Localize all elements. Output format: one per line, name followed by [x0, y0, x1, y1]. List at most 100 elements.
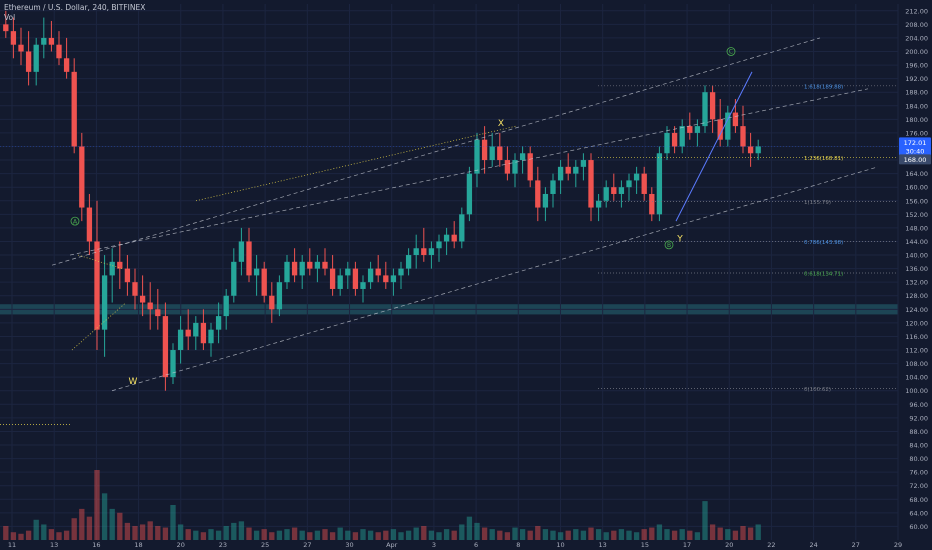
x-tick-label: 29 — [894, 541, 902, 549]
volume-bar — [33, 519, 39, 540]
y-tick-label: 104.00 — [905, 374, 928, 382]
x-tick-label: 23 — [219, 541, 227, 549]
candle-body — [542, 193, 549, 208]
y-tick-label: 116.00 — [905, 333, 928, 341]
wave-label-B: B — [667, 242, 671, 249]
candle-body — [193, 322, 199, 337]
volume-bar — [671, 530, 678, 540]
candle-body — [649, 193, 655, 215]
x-tick-label: 10 — [556, 541, 564, 549]
y-tick-label: 76.00 — [909, 469, 928, 477]
candle-body — [269, 295, 275, 310]
x-tick-label: Apr — [386, 541, 398, 549]
candle-body — [421, 248, 427, 256]
candle-body — [398, 268, 404, 276]
candle-body — [25, 51, 32, 72]
volume-bar — [565, 530, 571, 540]
fib-level-label: 0.618(134.71) — [804, 271, 843, 277]
x-tick-label: 13 — [599, 541, 607, 549]
volume-bar — [155, 526, 161, 540]
x-tick-label: 3 — [432, 541, 436, 549]
candle-body — [101, 275, 108, 330]
volume-bar — [56, 532, 62, 540]
candle-body — [550, 180, 556, 194]
volume-bar — [367, 530, 374, 540]
volume-bar — [489, 529, 495, 540]
candle-body — [611, 187, 617, 194]
x-tick-label: 11 — [8, 541, 16, 549]
volume-bar — [436, 532, 442, 540]
volume-bar — [215, 530, 222, 540]
candle-body — [702, 92, 708, 127]
candle-body — [489, 146, 495, 161]
symbol-title[interactable]: Ethereum / U.S. Dollar, 240, BITFINEX — [4, 3, 146, 12]
volume-bar — [755, 524, 761, 540]
volume-bar — [550, 530, 556, 540]
candle-body — [443, 234, 450, 242]
wave-circle-A — [70, 216, 80, 226]
fib-level-label: 1.618(189.88) — [804, 84, 843, 90]
volume-bar — [557, 532, 564, 540]
y-tick-label: 108.00 — [905, 360, 928, 368]
volume-bar — [451, 530, 457, 540]
volume-bar — [740, 526, 746, 540]
y-tick-label: 164.00 — [905, 170, 928, 178]
wave-label-X: X — [498, 119, 504, 129]
y-tick-label: 148.00 — [905, 224, 928, 232]
volume-bar — [231, 522, 237, 540]
fib-level-label: 0(100.62) — [804, 387, 831, 393]
candle-body — [56, 44, 62, 59]
y-tick-label: 80.00 — [909, 455, 928, 463]
x-tick-label: 17 — [683, 541, 691, 549]
volume-bar — [314, 530, 321, 540]
candle-body — [276, 282, 283, 310]
x-tick-label: 18 — [134, 541, 142, 549]
volume-bar — [443, 529, 450, 540]
candle-body — [694, 126, 701, 133]
candle-body — [200, 322, 207, 344]
candle-body — [626, 180, 632, 188]
candle-body — [732, 112, 739, 127]
y-tick-label: 128.00 — [905, 292, 928, 300]
volume-bar — [375, 532, 381, 540]
candle-body — [124, 268, 131, 283]
candle-body — [527, 153, 533, 181]
volume-bar — [603, 532, 609, 540]
candle-body — [284, 261, 290, 283]
candle-body — [10, 31, 17, 45]
volume-bar — [694, 532, 701, 540]
volume-bar — [41, 524, 47, 540]
volume-bar — [284, 529, 290, 540]
volume-bar — [633, 532, 640, 540]
volume-bar — [223, 526, 229, 540]
volume-bar — [276, 530, 283, 540]
candle-body — [656, 153, 663, 215]
wave-label-W: W — [129, 377, 138, 387]
volume-bar — [512, 527, 518, 540]
volume-bar — [580, 530, 587, 540]
candle-body — [618, 187, 625, 194]
volume-bar — [177, 524, 184, 540]
wave-circle-C — [726, 47, 736, 56]
volume-bar — [86, 516, 93, 540]
volume-bar — [527, 530, 533, 540]
candle-body — [504, 160, 511, 174]
volume-bar — [428, 530, 435, 540]
volume-bar — [595, 529, 602, 540]
y-tick-label: 200.00 — [905, 48, 928, 56]
candle-body — [329, 268, 336, 289]
candle-body — [740, 126, 746, 147]
x-tick-label: 20 — [177, 541, 185, 549]
candle-body — [291, 261, 298, 276]
candle-body — [307, 261, 313, 269]
volume-bar — [79, 508, 85, 540]
volume-indicator-label[interactable]: Vol — [4, 13, 16, 22]
volume-bar — [48, 529, 55, 540]
volume-bar — [474, 522, 480, 540]
chart-header: Ethereum / U.S. Dollar, 240, BITFINEX Vo… — [4, 3, 145, 23]
volume-bar — [535, 526, 541, 540]
volume-bar — [3, 526, 9, 540]
y-tick-label: 124.00 — [905, 306, 928, 314]
x-tick-label: 27 — [852, 541, 860, 549]
